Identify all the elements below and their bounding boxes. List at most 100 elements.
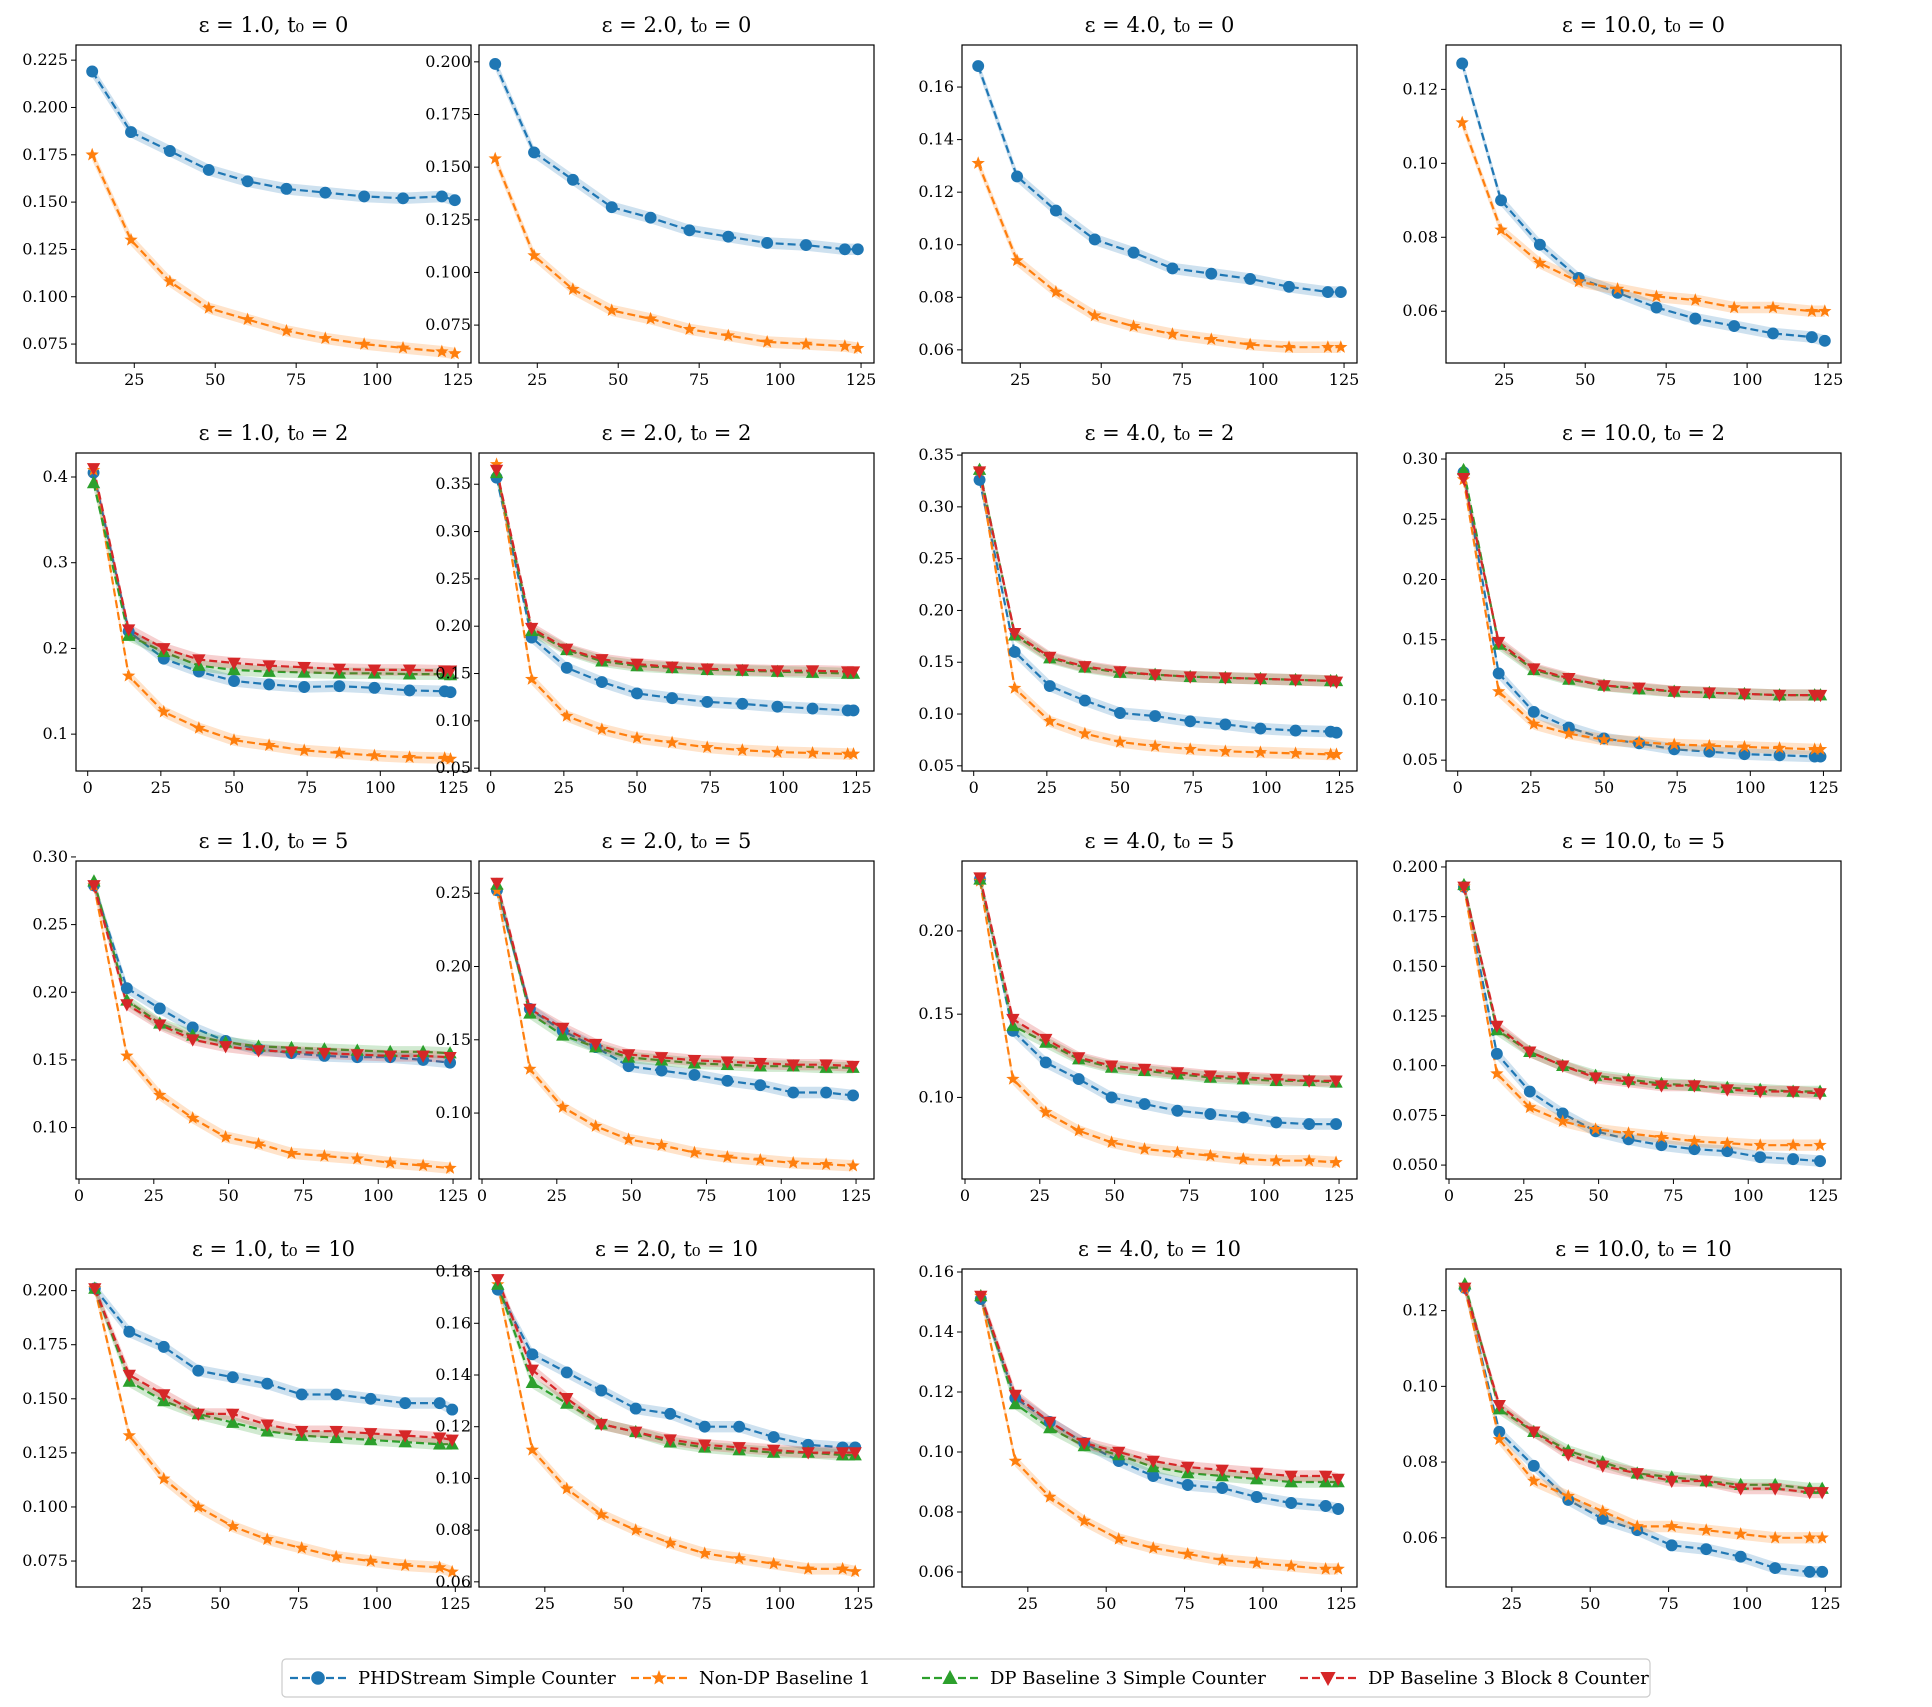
data-point <box>1170 1067 1185 1080</box>
data-point <box>1205 267 1218 280</box>
data-point <box>1494 222 1508 236</box>
series-line <box>1461 122 1825 313</box>
data-point <box>527 248 541 262</box>
series-line <box>496 1284 856 1573</box>
y-tick-label: 0.200 <box>425 52 471 71</box>
data-point <box>665 735 679 749</box>
data-point <box>1527 1426 1541 1439</box>
x-tick-label: 100 <box>1249 1186 1280 1205</box>
data-point <box>566 282 580 295</box>
data-point <box>333 680 346 693</box>
data-point <box>122 1369 136 1382</box>
y-tick-label: 0.05 <box>435 758 471 777</box>
data-point <box>525 622 539 636</box>
data-point <box>799 337 813 350</box>
x-tick-label: 50 <box>621 1186 641 1205</box>
data-point <box>444 686 457 699</box>
data-point <box>605 303 619 317</box>
series-line <box>1462 886 1821 1147</box>
x-tick-label: 100 <box>768 778 799 797</box>
confidence-band <box>497 884 854 1102</box>
data-point <box>1805 304 1819 317</box>
data-point <box>972 60 985 72</box>
data-point <box>1455 115 1469 129</box>
data-point <box>262 660 276 673</box>
subplot-title: ε = 10.0, t₀ = 2 <box>1562 421 1725 445</box>
data-point <box>1319 1500 1332 1512</box>
series-line <box>92 885 451 1170</box>
plot-area <box>1455 57 1832 347</box>
data-point <box>402 664 417 677</box>
data-point <box>396 340 410 354</box>
x-tick-label: 0 <box>1453 778 1463 797</box>
y-tick-label: 0.175 <box>22 145 68 164</box>
data-point <box>226 1415 240 1428</box>
data-point <box>120 999 134 1012</box>
data-point <box>1148 739 1162 752</box>
data-point <box>1113 735 1127 748</box>
confidence-band <box>497 1278 856 1461</box>
data-point <box>971 156 985 169</box>
data-point <box>295 1541 309 1554</box>
data-point <box>85 147 99 161</box>
data-point <box>1734 1527 1748 1540</box>
data-point <box>560 661 573 674</box>
x-tick-label: 50 <box>1091 370 1111 389</box>
subplot-8: ε = 10.0, t₀ = 2 0 25 50 75 100 125 0.05 0.10 0.1… <box>1402 421 1842 797</box>
x-tick-label: 100 <box>766 1186 797 1205</box>
data-point <box>1146 1455 1160 1468</box>
data-point <box>1667 686 1681 699</box>
data-point <box>732 1442 746 1455</box>
y-tick-label: 0.30 <box>435 522 471 541</box>
data-point <box>1334 340 1348 353</box>
y-tick-label: 0.06 <box>1402 301 1438 320</box>
x-tick-label: 75 <box>1174 1594 1194 1613</box>
x-tick-label: 125 <box>1324 1186 1355 1205</box>
data-point <box>350 1151 364 1165</box>
series-line <box>1462 469 1821 697</box>
data-point <box>1721 1145 1734 1158</box>
series-line <box>92 482 451 677</box>
data-point <box>332 746 346 759</box>
data-point <box>153 1002 166 1015</box>
data-point <box>525 1442 539 1456</box>
data-point <box>1203 1070 1218 1083</box>
y-tick-label: 0.100 <box>22 1497 68 1516</box>
y-tick-label: 0.35 <box>435 474 471 493</box>
x-tick-label: 100 <box>765 370 796 389</box>
data-point <box>120 982 133 995</box>
x-tick-label: 25 <box>151 778 171 797</box>
legend-item: DP Baseline 3 Simple Counter <box>922 1668 1266 1689</box>
data-point <box>1772 689 1787 703</box>
y-tick-label: 0.15 <box>435 1030 471 1049</box>
confidence-band <box>1463 473 1821 755</box>
x-tick-label: 75 <box>689 370 709 389</box>
data-point <box>1303 1118 1316 1131</box>
confidence-band <box>94 879 451 1063</box>
data-point <box>1105 1091 1118 1104</box>
y-tick-label: 0.10 <box>918 1442 954 1461</box>
data-point <box>838 339 852 352</box>
subplot-title: ε = 2.0, t₀ = 5 <box>602 829 752 853</box>
data-point <box>1237 1111 1250 1124</box>
data-point <box>295 1388 308 1401</box>
axes-frame <box>961 452 1358 772</box>
data-point <box>1687 1134 1702 1147</box>
data-point <box>157 1471 171 1485</box>
y-tick-label: 0.06 <box>918 1562 954 1581</box>
y-tick-label: 0.12 <box>435 1417 471 1436</box>
data-point <box>332 663 346 676</box>
y-tick-label: 0.10 <box>32 1118 68 1137</box>
x-tick-label: 0 <box>74 1186 84 1205</box>
legend-marker <box>311 1671 325 1685</box>
data-point <box>806 702 819 715</box>
subplot-title: ε = 2.0, t₀ = 0 <box>602 13 752 37</box>
data-point <box>1588 1122 1603 1135</box>
data-point <box>1786 1086 1800 1099</box>
data-point <box>1492 1400 1506 1413</box>
data-point <box>191 1499 205 1513</box>
data-point <box>1329 747 1344 761</box>
data-point <box>595 654 609 667</box>
confidence-band <box>979 465 1337 688</box>
data-point <box>1813 1088 1827 1101</box>
